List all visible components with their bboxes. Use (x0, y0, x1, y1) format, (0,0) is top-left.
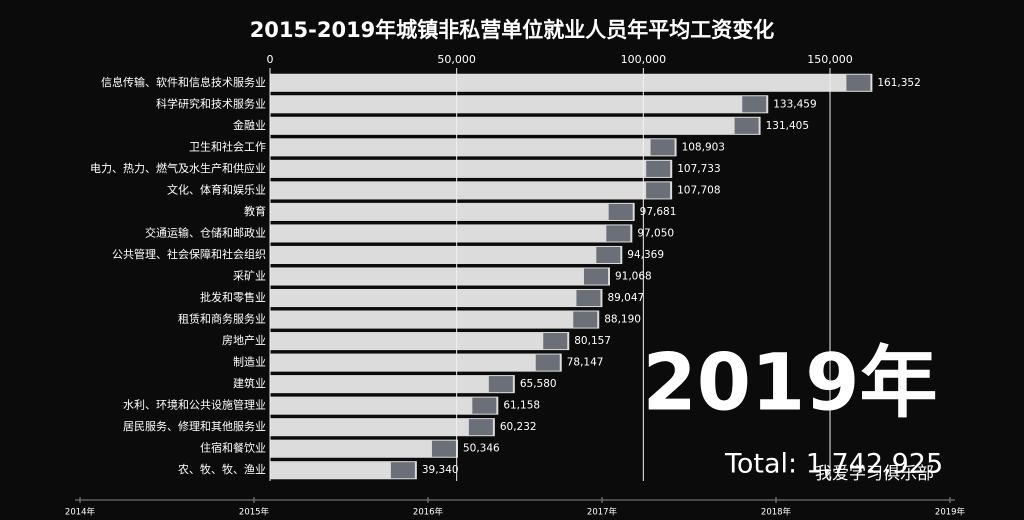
value-label: 80,157 (574, 335, 611, 347)
bar-thumbnail (583, 268, 608, 285)
category-label: 科学研究和技术服务业 (156, 96, 266, 110)
x-tick-label: 50,000 (437, 53, 476, 66)
bar-thumbnail (543, 333, 568, 350)
bar-thumbnail (734, 117, 759, 134)
total-label: Total: 1,742,925 (724, 449, 943, 480)
value-label: 91,068 (615, 271, 652, 283)
value-label: 39,340 (422, 464, 459, 476)
category-label: 农、牧、牧、渔业 (178, 462, 266, 476)
category-label: 建筑业 (233, 376, 266, 390)
bar (270, 375, 515, 394)
x-tick-label: 150,000 (807, 53, 853, 66)
value-label: 97,681 (640, 206, 677, 218)
category-label: 交通运输、仓储和邮政业 (145, 225, 266, 239)
bar-thumbnail (576, 289, 601, 307)
bar (270, 267, 610, 286)
bar (270, 353, 562, 372)
bar-thumbnail (650, 139, 675, 156)
bar-thumbnail (431, 440, 456, 457)
year-label: 2019年 (642, 338, 937, 428)
bar-thumbnail (742, 96, 767, 113)
category-label: 租赁和商务服务业 (178, 312, 266, 326)
bar (270, 202, 635, 221)
value-label: 94,369 (627, 249, 664, 261)
category-label: 金融业 (233, 118, 266, 132)
value-label: 61,158 (503, 400, 540, 412)
category-label: 文化、体育和娱乐业 (167, 182, 266, 196)
bar-thumbnail (596, 246, 621, 264)
bar-thumbnail (646, 182, 671, 199)
category-label: 批发和零售业 (200, 290, 266, 304)
bar (270, 181, 673, 200)
category-label: 电力、热力、燃气及水生产和供应业 (90, 161, 266, 175)
bar-thumbnail (488, 376, 513, 393)
bar-thumbnail (646, 160, 671, 177)
timeline-label: 2019年 (935, 507, 966, 518)
bar (270, 461, 417, 480)
category-label: 公共管理、社会保障和社会组织 (112, 247, 266, 261)
bar (270, 95, 769, 114)
value-label: 107,708 (677, 184, 720, 196)
timeline-label: 2016年 (413, 507, 444, 518)
value-label: 108,903 (682, 141, 725, 153)
bar (270, 116, 761, 135)
bar (270, 73, 873, 92)
timeline-label: 2017年 (587, 507, 618, 518)
bar-thumbnail (390, 462, 415, 479)
bar (270, 439, 458, 458)
value-label: 65,580 (520, 378, 557, 390)
value-label: 89,047 (607, 292, 644, 304)
bar-thumbnail (535, 354, 560, 371)
bar (270, 138, 677, 157)
timeline-label: 2018年 (761, 507, 792, 518)
bar-thumbnail (846, 74, 871, 91)
bar-thumbnail (606, 225, 631, 242)
category-label: 住宿和餐饮业 (200, 441, 266, 455)
bar-thumbnail (472, 397, 497, 414)
value-label: 78,147 (567, 357, 604, 369)
x-tick-label: 0 (267, 53, 274, 66)
timeline-label: 2014年 (65, 507, 96, 518)
category-label: 房地产业 (222, 333, 266, 347)
category-label: 采矿业 (233, 270, 266, 283)
value-label: 50,346 (463, 443, 500, 455)
bar (270, 288, 603, 308)
chart-title: 2015-2019年城镇非私营单位就业人员年平均工资变化 (250, 18, 775, 42)
x-tick-label: 100,000 (621, 53, 667, 66)
value-label: 107,733 (677, 163, 720, 175)
watermark: 我爱学习俱乐部 (815, 464, 934, 484)
value-label: 131,405 (766, 120, 809, 132)
bar-thumbnail (608, 203, 633, 220)
bar (270, 396, 499, 415)
bar-thumbnail (573, 311, 598, 328)
bar (270, 159, 673, 178)
bar (270, 332, 570, 351)
timeline-label: 2015年 (239, 507, 270, 518)
bar (270, 224, 633, 243)
bar (270, 418, 495, 437)
category-label: 居民服务、修理和其他服务业 (123, 419, 266, 433)
value-label: 88,190 (604, 314, 641, 326)
category-label: 水利、环境和公共设施管理业 (123, 398, 266, 412)
value-label: 97,050 (637, 227, 674, 239)
bar (270, 310, 600, 329)
bar (270, 245, 623, 265)
value-label: 161,352 (877, 77, 920, 89)
bar-thumbnail (468, 419, 493, 436)
category-label: 信息传输、软件和信息技术服务业 (101, 75, 266, 89)
value-label: 133,459 (773, 98, 816, 110)
value-label: 60,232 (500, 421, 537, 433)
category-label: 教育 (244, 204, 266, 218)
category-label: 卫生和社会工作 (189, 139, 266, 153)
category-label: 制造业 (233, 355, 266, 369)
